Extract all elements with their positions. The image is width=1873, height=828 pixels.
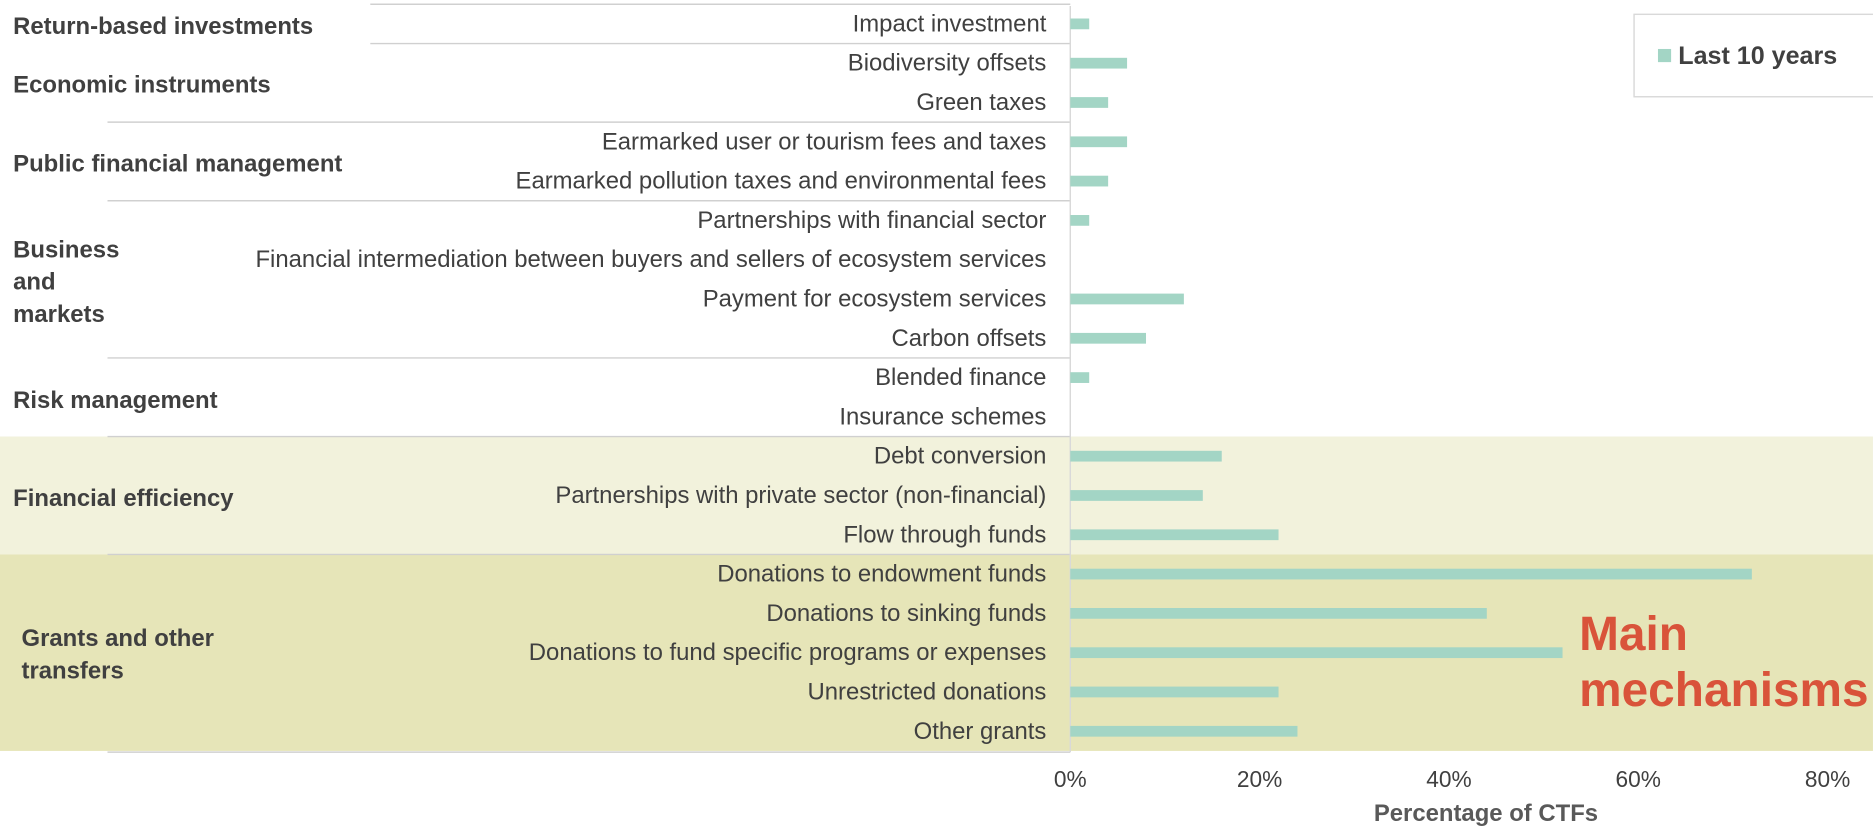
group-label: Public financial management [13, 151, 343, 178]
category-label: Flow through funds [843, 521, 1046, 548]
bar [1070, 490, 1203, 501]
bar [1070, 97, 1109, 108]
x-tick-label: 80% [1805, 766, 1850, 792]
x-tick-label: 60% [1616, 766, 1661, 792]
legend-box [1633, 13, 1873, 98]
bar [1070, 450, 1222, 462]
x-tick-label: 40% [1426, 766, 1471, 792]
bar [1070, 647, 1563, 659]
bar [1070, 568, 1752, 580]
bar [1070, 215, 1090, 226]
category-label: Partnerships with financial sector [697, 207, 1046, 234]
category-label: Insurance schemes [839, 403, 1046, 430]
bar [1070, 332, 1147, 344]
bar [1070, 293, 1184, 305]
group-label: Business and markets [13, 236, 120, 328]
bar [1070, 529, 1279, 541]
category-label: Blended finance [875, 364, 1046, 391]
bar [1070, 608, 1487, 619]
category-label: Partnerships with private sector (non-fi… [555, 482, 1046, 509]
group-label: Return-based investments [13, 13, 314, 41]
category-label: Impact investment [853, 10, 1047, 37]
annotation: Main mechanisms [1579, 608, 1869, 717]
group-label: Financial efficiency [13, 485, 234, 512]
bar [1070, 18, 1090, 30]
category-label: Donations to endowment funds [717, 561, 1046, 588]
category-label: Earmarked user or tourism fees and taxes [602, 128, 1047, 155]
category-label: Biodiversity offsets [848, 50, 1047, 77]
group-label: Grants and other transfers [21, 626, 214, 685]
group-label: Economic instruments [13, 72, 271, 99]
category-label: Payment for ecosystem services [703, 285, 1047, 312]
bar [1070, 136, 1128, 148]
x-tick-label: 0% [1054, 766, 1087, 792]
category-label: Earmarked pollution taxes and environmen… [516, 168, 1047, 195]
legend-label: Last 10 years [1678, 42, 1837, 70]
bar [1070, 725, 1298, 737]
category-label: Financial intermediation between buyers … [255, 246, 1046, 273]
category-label: Other grants [914, 718, 1047, 745]
x-tick-label: 20% [1237, 766, 1282, 792]
category-label: Donations to sinking funds [766, 600, 1046, 627]
group-label: Risk management [13, 387, 218, 414]
x-axis-title: Percentage of CTFs [1374, 800, 1598, 827]
category-label: Carbon offsets [892, 325, 1047, 352]
group-band [0, 436, 1873, 555]
bar [1070, 57, 1128, 69]
bar [1070, 175, 1109, 187]
category-label: Donations to fund specific programs or e… [529, 639, 1047, 666]
category-label: Unrestricted donations [807, 678, 1046, 705]
category-label: Green taxes [916, 89, 1046, 116]
legend-swatch [1657, 48, 1672, 63]
category-label: Debt conversion [874, 443, 1047, 470]
bar [1070, 686, 1279, 698]
bar [1070, 372, 1090, 383]
